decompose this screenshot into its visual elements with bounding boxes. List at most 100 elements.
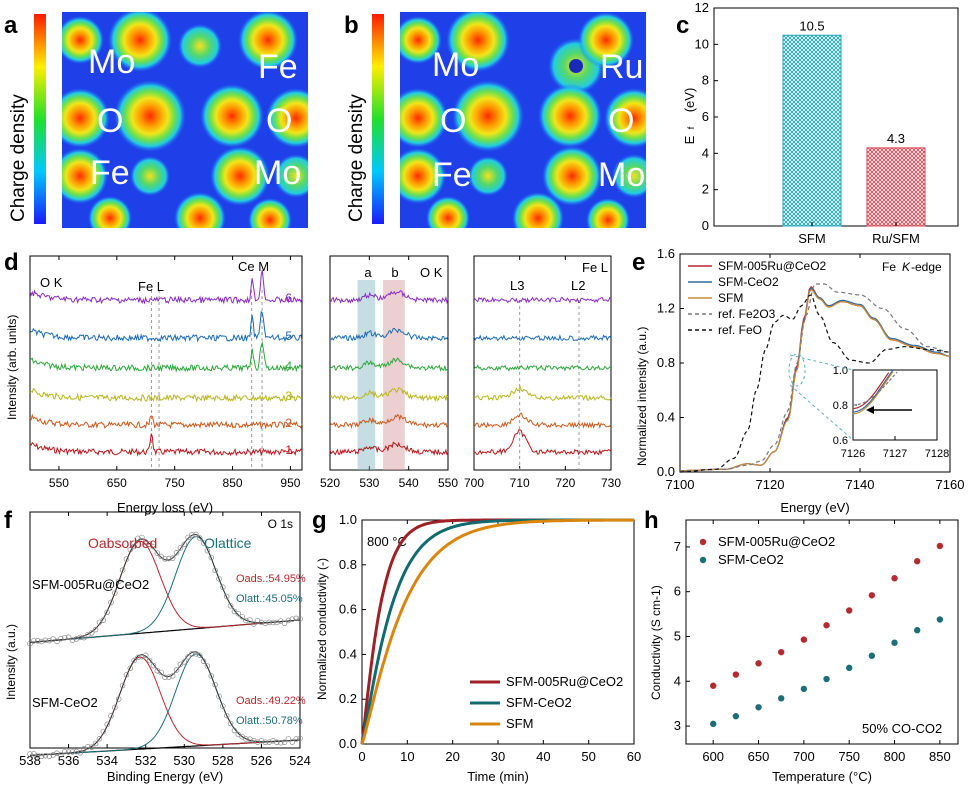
h-point-1 — [823, 622, 830, 629]
h-xtick-label: 700 — [793, 749, 815, 764]
f-data-point — [250, 737, 257, 744]
f-data-point — [293, 615, 299, 622]
f-data-point — [204, 663, 211, 669]
f-envelope-1 — [29, 533, 301, 643]
f-data-point — [289, 616, 296, 622]
f-data-point — [162, 674, 168, 681]
e-ytick-label: 1.6 — [657, 246, 675, 261]
e-inset-series-4 — [852, 371, 898, 406]
g-xtick-label: 20 — [445, 749, 459, 764]
h-point-2 — [914, 627, 921, 634]
f-data-point — [92, 626, 99, 633]
f-data-point — [212, 567, 218, 574]
f-data-point — [139, 653, 145, 660]
h-point-2 — [868, 652, 876, 659]
f-data-point — [92, 740, 99, 747]
f-frame — [29, 511, 301, 749]
d-ylabel: Intensity (arb. units) — [5, 315, 19, 420]
f-data-point — [77, 750, 83, 756]
f-data-point — [254, 739, 261, 745]
g-ylabel: Normalized conductivity (-) — [315, 558, 329, 700]
f-data-point — [281, 739, 288, 745]
e-ytick-label: 1.2 — [657, 301, 675, 316]
f-data-point — [158, 553, 164, 560]
f-ads-pct-1: Oads.:54.95% — [236, 573, 306, 585]
f-data-point — [88, 744, 95, 750]
c-bar-value-label: 10.5 — [799, 18, 824, 33]
f-data-point — [65, 749, 72, 755]
c-bar — [782, 34, 842, 227]
f-data-point — [281, 620, 288, 626]
f-data-point — [42, 752, 49, 759]
h-point-1 — [868, 592, 876, 599]
f-data-point — [297, 735, 303, 742]
d2-spectrum-1 — [329, 441, 449, 456]
h-point-1 — [914, 558, 921, 565]
f-data-point — [27, 640, 33, 647]
f-data-point — [123, 556, 130, 562]
c-ytick-label: 4 — [702, 145, 709, 160]
d3-label-L3: L3 — [510, 278, 524, 293]
d3-xtick-label: 720 — [555, 476, 575, 490]
f-data-point — [285, 617, 292, 624]
e-legend-label: SFM-CeO2 — [718, 275, 779, 289]
f-data-point — [54, 750, 60, 757]
g-xtick-label: 60 — [627, 749, 641, 764]
f-data-point — [81, 634, 87, 641]
f-xtick-label: 534 — [96, 753, 118, 768]
f-data-point — [189, 651, 195, 657]
f-data-point — [274, 739, 280, 745]
e-inset-xtick-label: 7126 — [841, 448, 865, 460]
f-data-point — [158, 669, 164, 676]
d1-label-OK: O K — [40, 275, 63, 290]
g-xtick-label: 30 — [491, 749, 505, 764]
panel-letter-h: h — [644, 507, 659, 534]
f-data-point — [231, 727, 238, 734]
f-data-point — [115, 696, 122, 702]
h-point-1 — [778, 648, 785, 656]
f-data-point — [227, 720, 234, 727]
f-data-point — [181, 659, 188, 665]
d2-region-b — [383, 280, 405, 470]
f-data-point — [127, 665, 134, 672]
f-data-point — [34, 637, 41, 644]
f-data-point — [100, 728, 107, 735]
f-data-point — [223, 712, 230, 719]
f-data-point — [293, 736, 299, 742]
f-data-point — [115, 578, 122, 585]
e-xtick-label: 7160 — [936, 477, 965, 492]
f-data-point — [119, 682, 126, 689]
f-data-point — [131, 657, 137, 664]
h-point-2 — [800, 685, 808, 693]
f-data-point — [112, 704, 118, 711]
d2-spectrum-3 — [329, 387, 449, 403]
h-point-1 — [936, 542, 944, 550]
f-data-point — [258, 619, 265, 626]
h-point-1 — [846, 607, 853, 614]
colorbar-b — [372, 14, 384, 224]
g-xtick-label: 40 — [536, 749, 550, 764]
c-ylabel-sub: f — [686, 126, 696, 129]
g-legend-label: SFM — [506, 716, 533, 731]
e-inset-xtick-label: 7128 — [925, 448, 949, 460]
h-ytick-label: 6 — [674, 584, 681, 599]
f-data-point — [139, 534, 145, 541]
d1-spectrum-4 — [29, 340, 303, 373]
d1-series-label: 5 — [285, 329, 292, 343]
f-data-point — [216, 576, 222, 582]
colorbar-label-a: Charge density — [8, 94, 29, 222]
f-data-point — [185, 534, 191, 541]
g-xlabel: Time (min) — [467, 769, 529, 784]
f-data-point — [258, 738, 265, 744]
f-data-point — [54, 638, 60, 645]
f-data-point — [173, 550, 180, 556]
f-data-point — [127, 546, 134, 553]
f-label-lattice: Olattice — [204, 535, 252, 551]
f-data-point — [239, 733, 245, 740]
d2-xtick-label: 550 — [438, 476, 458, 490]
h-ytick-label: 3 — [674, 718, 681, 733]
f-label-absorbed: Oabsorbed — [88, 535, 157, 551]
h-ytick-label: 7 — [674, 539, 681, 554]
g-series-2 — [360, 518, 634, 745]
